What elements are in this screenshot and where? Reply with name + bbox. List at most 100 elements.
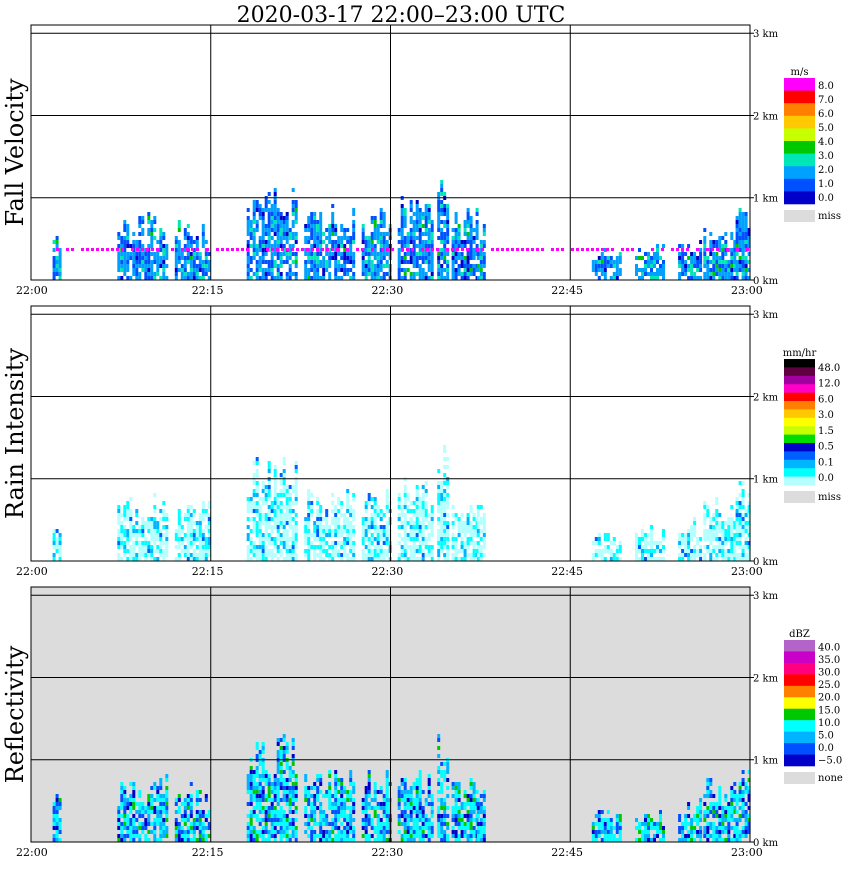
echo-pixel: [319, 818, 323, 822]
echo-pixel: [132, 268, 136, 272]
legend-label: 3.0: [818, 151, 834, 162]
echo-pixel: [132, 525, 136, 529]
echo-pixel: [307, 497, 311, 501]
echo-pixel: [427, 256, 431, 260]
echo-pixel: [712, 272, 716, 276]
echo-pixel: [282, 533, 286, 537]
echo-pixel: [415, 228, 419, 232]
echo-pixel: [150, 786, 154, 790]
echo-pixel: [424, 826, 428, 830]
echo-pixel: [403, 505, 407, 509]
echo-pixel: [367, 497, 371, 501]
echo-pixel: [594, 260, 598, 264]
legend-swatch: [784, 459, 815, 469]
echo-pixel: [294, 778, 298, 782]
echo-pixel: [684, 818, 688, 822]
echo-pixel: [273, 838, 277, 842]
echo-pixel: [183, 814, 187, 818]
echo-pixel: [647, 838, 650, 842]
echo-pixel: [156, 256, 160, 260]
echo-pixel: [415, 794, 419, 798]
echo-pixel: [479, 794, 483, 798]
echo-pixel: [276, 818, 280, 822]
echo-pixel: [379, 549, 383, 553]
echo-pixel: [201, 545, 205, 549]
echo-pixel: [715, 268, 719, 272]
echo-pixel: [132, 533, 136, 537]
echo-pixel: [258, 541, 262, 545]
echo-pixel: [264, 798, 268, 802]
echo-pixel: [400, 208, 404, 212]
echo-pixel: [326, 248, 329, 251]
echo-pixel: [343, 260, 347, 264]
echo-pixel: [597, 260, 601, 264]
echo-pixel: [644, 818, 647, 822]
echo-pixel: [400, 798, 404, 802]
echo-pixel: [418, 798, 422, 802]
echo-pixel: [364, 838, 368, 842]
echo-pixel: [741, 549, 745, 553]
echo-pixel: [204, 814, 208, 818]
echo-pixel: [252, 525, 256, 529]
echo-pixel: [735, 252, 739, 256]
legend-swatch: [784, 476, 815, 486]
echo-pixel: [403, 485, 407, 489]
echo-pixel: [385, 810, 389, 814]
echo-pixel: [481, 248, 484, 251]
echo-pixel: [258, 497, 262, 501]
echo-pixel: [684, 553, 688, 557]
echo-pixel: [352, 509, 356, 513]
echo-pixel: [635, 838, 638, 842]
echo-pixel: [659, 256, 662, 260]
echo-pixel: [267, 834, 271, 838]
grid-lines: [31, 306, 750, 561]
echo-pixel: [418, 521, 422, 525]
echo-pixel: [618, 541, 622, 545]
echo-pixel: [424, 208, 428, 212]
echo-pixel: [703, 537, 707, 541]
echo-pixel: [264, 489, 268, 493]
echo-pixel: [678, 252, 682, 256]
echo-pixel: [361, 549, 365, 553]
echo-pixel: [249, 501, 253, 505]
echo-pixel: [186, 244, 190, 248]
echo-pixel: [186, 798, 190, 802]
echo-pixel: [696, 268, 700, 272]
echo-pixel: [443, 224, 447, 228]
echo-pixel: [294, 493, 298, 497]
echo-pixel: [469, 818, 473, 822]
echo-pixel: [596, 248, 599, 251]
echo-pixel: [279, 541, 283, 545]
echo-pixel: [352, 276, 356, 280]
echo-pixel: [120, 252, 124, 256]
echo-pixel: [271, 248, 274, 251]
echo-pixel: [285, 505, 289, 509]
echo-pixel: [460, 521, 464, 525]
echo-pixel: [437, 264, 441, 268]
echo-pixel: [291, 188, 295, 192]
echo-pixel: [690, 822, 694, 826]
echo-pixel: [159, 244, 163, 248]
echo-pixel: [379, 264, 383, 268]
echo-pixel: [618, 260, 622, 264]
echo-pixel: [325, 236, 329, 240]
echo-pixel: [246, 834, 250, 838]
echo-pixel: [267, 260, 271, 264]
echo-pixel: [424, 517, 428, 521]
echo-pixel: [189, 798, 193, 802]
echo-pixel: [198, 517, 202, 521]
echo-pixel: [249, 549, 253, 553]
echo-pixel: [463, 232, 467, 236]
echo-pixel: [267, 810, 271, 814]
echo-pixel: [744, 256, 748, 260]
echo-pixel: [273, 794, 277, 798]
echo-pixel: [52, 541, 56, 545]
echo-pixel: [361, 822, 365, 826]
echo-pixel: [195, 240, 199, 244]
echo-pixel: [276, 256, 280, 260]
echo-pixel: [418, 509, 422, 513]
echo-pixel: [454, 810, 458, 814]
echo-pixel: [52, 545, 56, 549]
